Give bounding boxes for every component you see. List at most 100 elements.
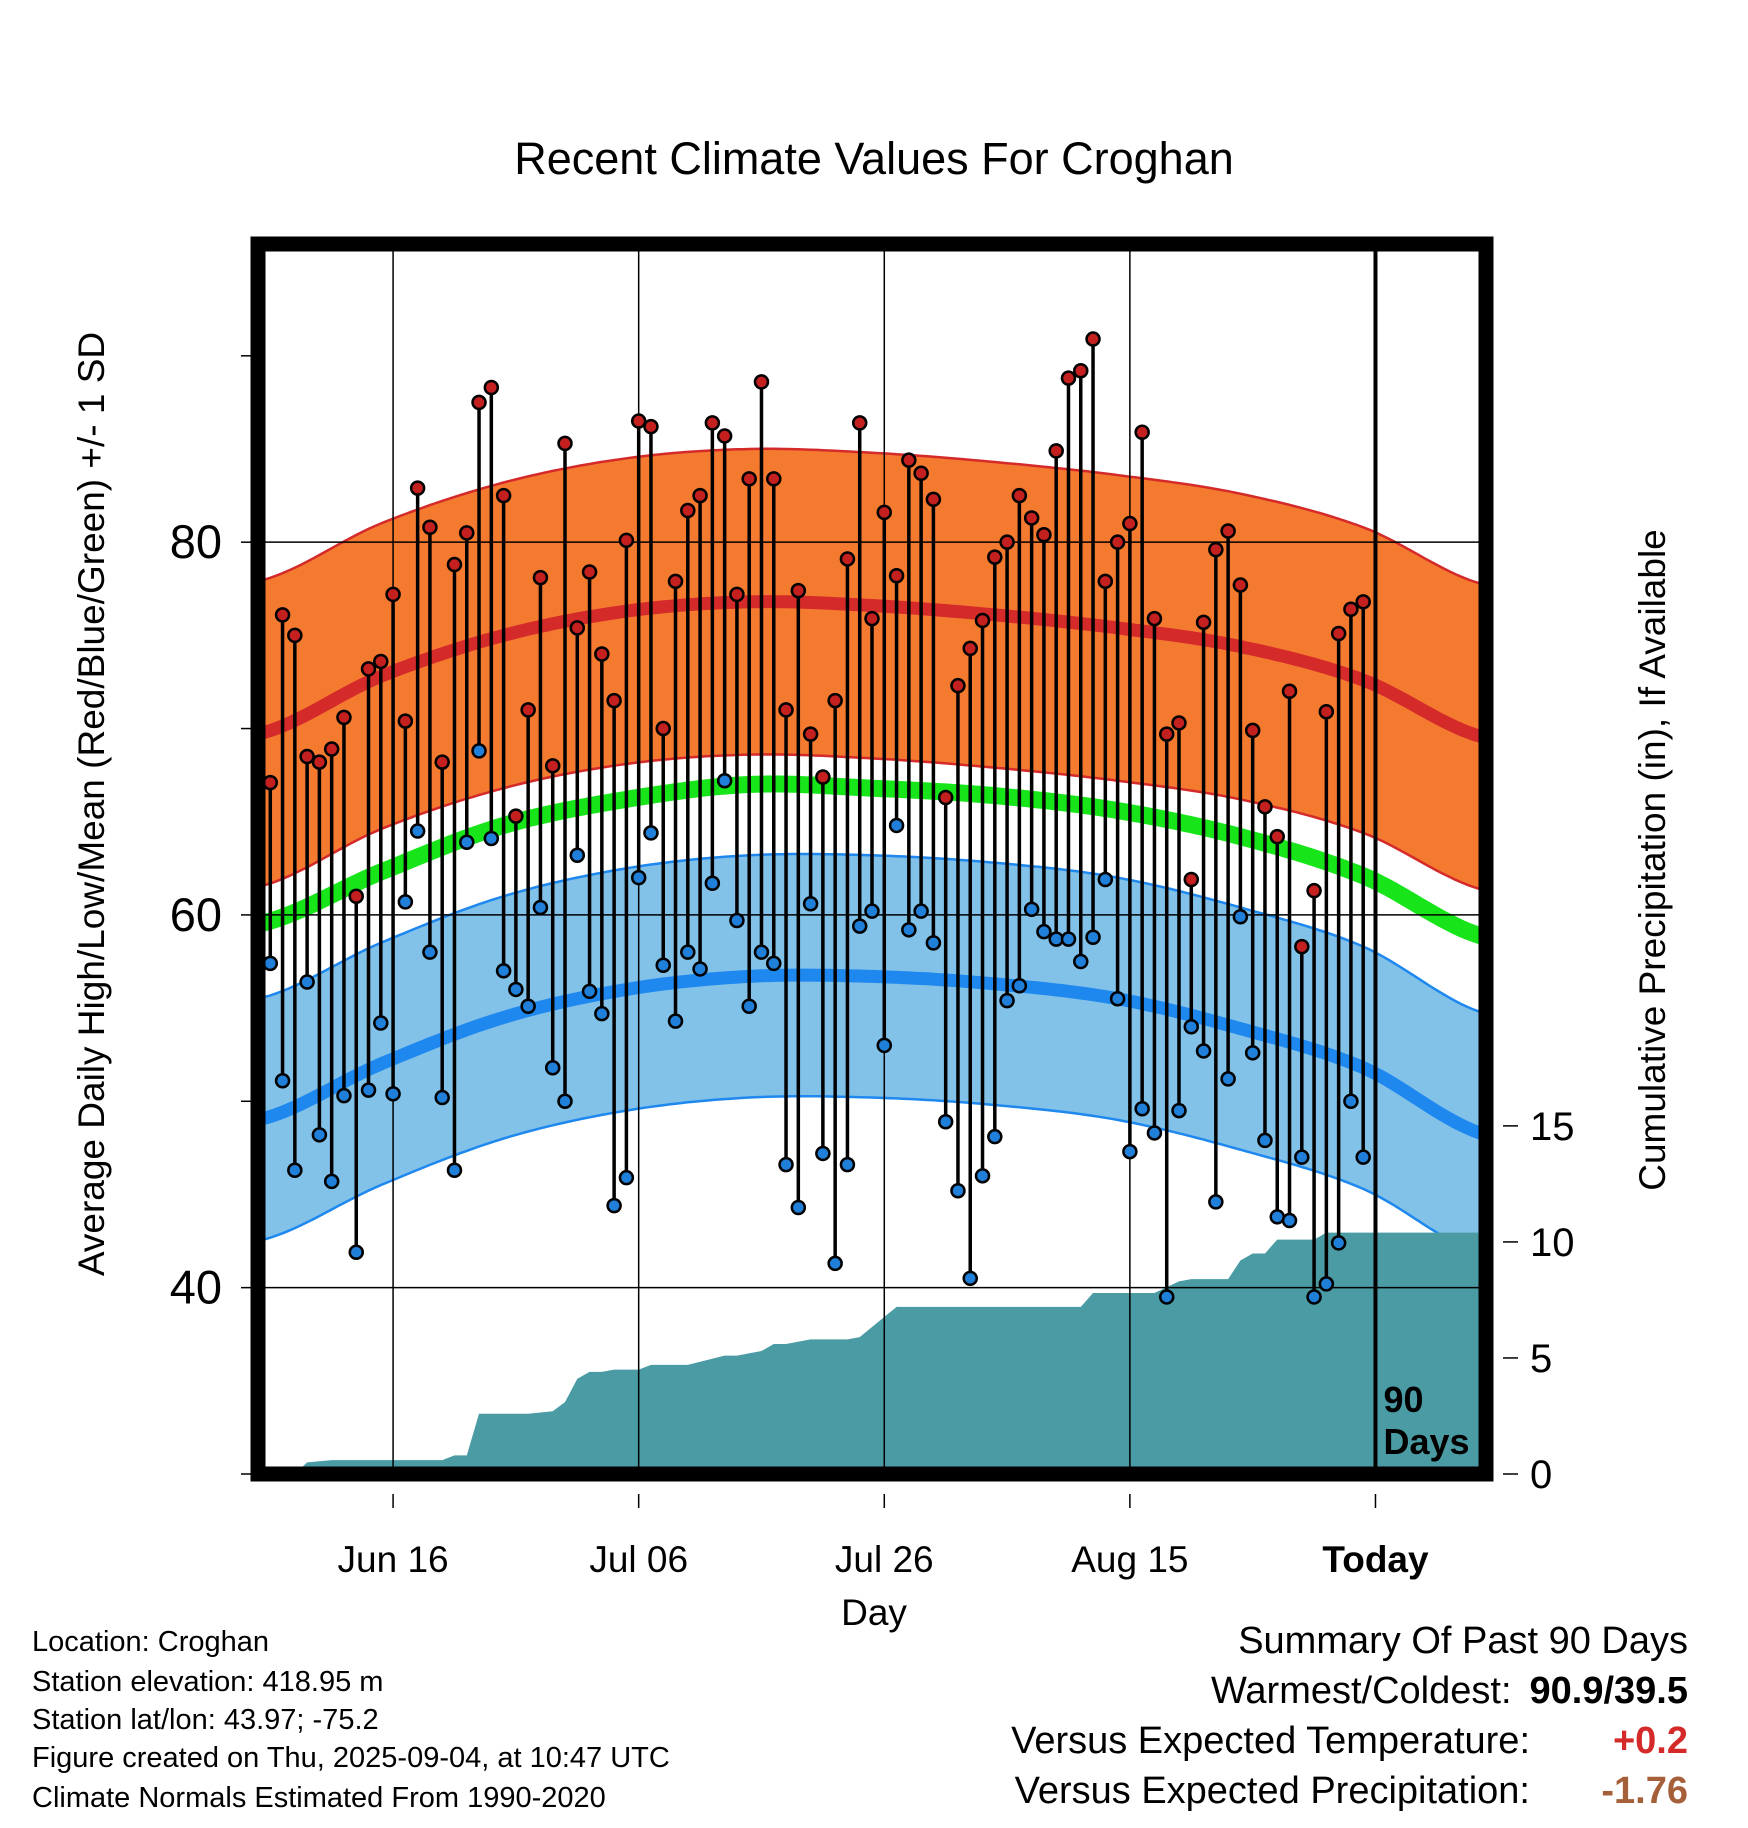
daily-low-point bbox=[741, 998, 757, 1014]
daily-low-point bbox=[1036, 923, 1052, 940]
daily-low-point bbox=[999, 992, 1015, 1009]
high-sd-upper-edge bbox=[258, 447, 1486, 587]
y-left-tick-label: 80 bbox=[170, 515, 222, 568]
y-left-axis-label: Average Daily High/Low/Mean (Red/Blue/Gr… bbox=[71, 332, 112, 1276]
daily-high-point bbox=[778, 702, 794, 718]
daily-high-point bbox=[667, 573, 684, 590]
daily-high-point bbox=[385, 586, 401, 603]
daily-low-point bbox=[790, 1199, 807, 1216]
y-left-tick-label: 60 bbox=[170, 888, 222, 941]
temp-anomaly-label: Versus Expected Temperature: bbox=[1011, 1720, 1530, 1762]
daily-high-point bbox=[704, 415, 721, 431]
y-right-tick-label: 0 bbox=[1530, 1453, 1552, 1497]
daily-low-point bbox=[1318, 1276, 1335, 1292]
summary-precipitation: Versus Expected Precipitation: -1.76 bbox=[1015, 1772, 1688, 1810]
daily-high-point bbox=[336, 709, 352, 726]
daily-high-point bbox=[520, 702, 536, 718]
daily-high-point bbox=[1060, 370, 1077, 386]
daily-low-point bbox=[446, 1162, 463, 1178]
location-label: Location: Croghan bbox=[32, 1626, 269, 1658]
daily-high-point bbox=[1318, 704, 1335, 720]
daily-low-point bbox=[1195, 1043, 1212, 1059]
elevation-label: Station elevation: 418.95 m bbox=[32, 1666, 384, 1698]
daily-low-point bbox=[667, 1013, 684, 1029]
daily-low-point bbox=[1208, 1194, 1224, 1210]
daily-low-point bbox=[594, 1005, 610, 1022]
daily-low-point bbox=[630, 869, 647, 886]
daily-high-point bbox=[753, 374, 770, 390]
daily-low-point bbox=[974, 1168, 991, 1184]
daily-low-point bbox=[1281, 1212, 1298, 1229]
daily-high-point bbox=[274, 607, 291, 623]
daily-low-point bbox=[434, 1089, 450, 1106]
daily-high-point bbox=[1306, 882, 1322, 899]
daily-high-point bbox=[495, 487, 512, 504]
warmest-coldest-label: Warmest/Coldest: bbox=[1210, 1670, 1512, 1712]
daily-high-point bbox=[1036, 526, 1052, 543]
daily-low-point bbox=[851, 918, 868, 934]
daily-low-point bbox=[336, 1087, 352, 1104]
daily-low-point bbox=[532, 899, 549, 916]
daily-high-point bbox=[827, 692, 843, 709]
daily-high-point bbox=[913, 465, 929, 481]
temp-anomaly-value: +0.2 bbox=[1612, 1720, 1688, 1762]
daily-low-point bbox=[704, 875, 721, 891]
daily-high-point bbox=[1281, 683, 1298, 700]
daily-low-point bbox=[1060, 931, 1077, 947]
daily-high-point bbox=[594, 646, 610, 662]
daily-high-point bbox=[1109, 534, 1126, 550]
daily-low-point bbox=[544, 1059, 561, 1076]
daily-high-point bbox=[925, 491, 942, 508]
daily-high-point bbox=[1085, 331, 1101, 347]
daily-low-point bbox=[618, 1169, 635, 1186]
daily-high-point bbox=[802, 726, 819, 742]
daily-low-point bbox=[299, 974, 315, 990]
daily-high-point bbox=[348, 888, 364, 905]
daily-low-point bbox=[287, 1162, 303, 1178]
created-label: Figure created on Thu, 2025-09-04, at 10… bbox=[32, 1742, 670, 1774]
x-axis-label: Day bbox=[841, 1592, 907, 1633]
daily-high-point bbox=[422, 519, 438, 536]
daily-high-point bbox=[692, 487, 708, 504]
daily-low-point bbox=[1355, 1149, 1371, 1165]
daily-low-point bbox=[1134, 1100, 1150, 1117]
daily-high-point bbox=[299, 748, 315, 765]
normal-low-line bbox=[258, 968, 1486, 1142]
daily-high-point bbox=[581, 564, 598, 580]
daily-low-point bbox=[1244, 1045, 1261, 1061]
daily-low-point bbox=[729, 912, 745, 929]
daily-low-point bbox=[606, 1197, 622, 1214]
daily-low-point bbox=[950, 1182, 966, 1199]
normals-label: Climate Normals Estimated From 1990-2020 bbox=[32, 1782, 606, 1814]
daily-high-point bbox=[409, 480, 426, 496]
daily-low-point bbox=[471, 743, 487, 759]
daily-high-point bbox=[1171, 715, 1187, 731]
daily-low-point bbox=[864, 903, 880, 919]
chart-title: Recent Climate Values For Croghan bbox=[514, 133, 1234, 184]
daily-high-point bbox=[716, 428, 733, 444]
daily-low-point bbox=[409, 823, 426, 839]
daily-high-point bbox=[864, 610, 880, 627]
today-days-label: Days bbox=[1383, 1421, 1469, 1462]
precip-anomaly-label: Versus Expected Precipitation: bbox=[1014, 1770, 1530, 1812]
daily-high-point bbox=[790, 582, 807, 599]
daily-low-point bbox=[1085, 929, 1101, 946]
daily-low-point bbox=[778, 1156, 794, 1173]
daily-low-point bbox=[1122, 1143, 1138, 1160]
x-tick-label: Jul 26 bbox=[835, 1539, 934, 1580]
daily-high-point bbox=[1244, 722, 1261, 739]
daily-low-point bbox=[888, 817, 905, 834]
daily-high-point bbox=[1097, 573, 1114, 590]
daily-high-point bbox=[1073, 362, 1089, 379]
y-right-tick-label: 10 bbox=[1530, 1221, 1575, 1265]
daily-high-point bbox=[1208, 541, 1224, 558]
daily-high-point bbox=[876, 504, 893, 521]
daily-high-point bbox=[287, 627, 303, 644]
daily-high-point bbox=[974, 612, 991, 629]
daily-low-point bbox=[1023, 901, 1040, 918]
daily-low-point bbox=[1158, 1289, 1175, 1305]
daily-high-point bbox=[1232, 577, 1249, 593]
daily-high-point bbox=[459, 525, 475, 541]
x-tick-label: Jul 06 bbox=[589, 1539, 688, 1580]
daily-high-point bbox=[1183, 871, 1200, 888]
